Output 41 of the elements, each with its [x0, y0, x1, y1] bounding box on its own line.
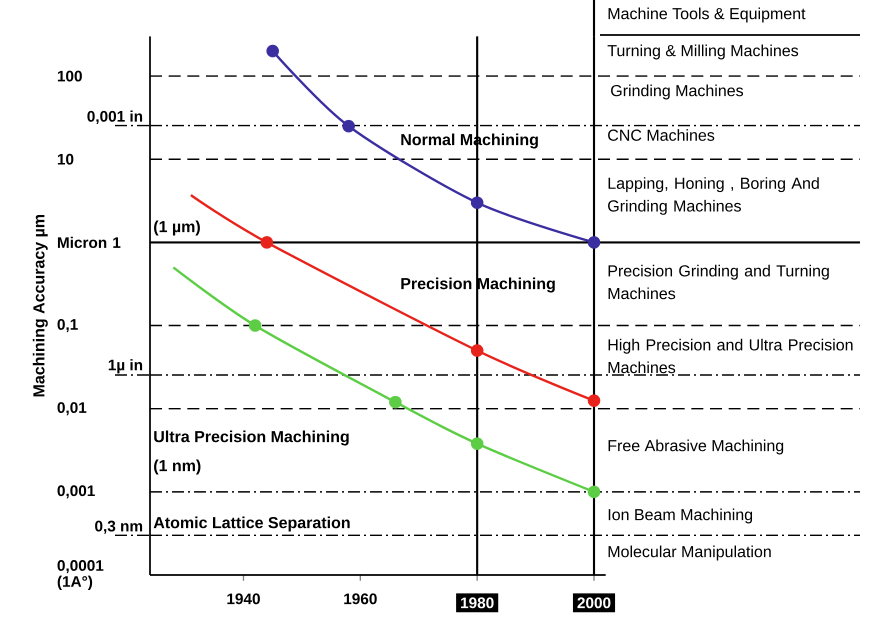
- y-tick-label: 100: [58, 70, 82, 82]
- point: [470, 437, 484, 450]
- point: [389, 396, 402, 408]
- annotation: Ultra Precision Machining: [154, 430, 349, 446]
- ref-line-label: 0,001 in: [87, 110, 142, 124]
- x-tick-label: 1980: [461, 597, 494, 608]
- point: [470, 196, 484, 209]
- y-tick-label: 0,1: [58, 319, 78, 332]
- y-tick-label: 0,001: [58, 485, 95, 498]
- x-tick-label: 2000: [577, 597, 610, 608]
- annotation: (1 nm): [154, 460, 200, 474]
- point: [470, 344, 484, 357]
- y-tick-label: 0,0001 (1A°): [58, 560, 104, 590]
- y-tick-label: 10: [58, 154, 74, 165]
- text: Molecular Manipulation: [608, 546, 771, 560]
- annotation: Precision Machining: [401, 278, 555, 292]
- point: [266, 44, 279, 58]
- annotation: (1 µm): [154, 220, 200, 236]
- point: [248, 319, 262, 332]
- x-tick-label: 1940: [227, 593, 260, 604]
- text: Turning & Milling Machines: [608, 44, 798, 60]
- text: Grinding Machines: [611, 84, 744, 100]
- point: [342, 120, 355, 132]
- y-tick-label: 0,01: [58, 402, 86, 416]
- point: [588, 486, 600, 498]
- point: [588, 394, 600, 407]
- y-axis-title: Machining Accuracy µm: [32, 214, 48, 396]
- text: High Precision and Ultra Precision Machines: [608, 338, 853, 374]
- point: [588, 236, 600, 249]
- y-tick-label: Micron 1: [58, 236, 120, 248]
- text: Precision Grinding and Turning Machines: [608, 264, 829, 300]
- text: Machine Tools & Equipment: [608, 8, 806, 22]
- text: Ion Beam Machining: [608, 508, 752, 524]
- text: CNC Machines: [608, 129, 714, 141]
- text: Free Abrasive Machining: [608, 440, 784, 454]
- point: [260, 236, 274, 249]
- annotation: Atomic Lattice Separation: [154, 516, 350, 532]
- ref-line-label: 1µ in: [108, 359, 142, 374]
- x-tick-label: 1960: [344, 593, 377, 604]
- text: Lapping, Honing , Boring And Grinding Machines: [608, 177, 819, 215]
- ref-line-label: 0,3 nm: [95, 520, 142, 534]
